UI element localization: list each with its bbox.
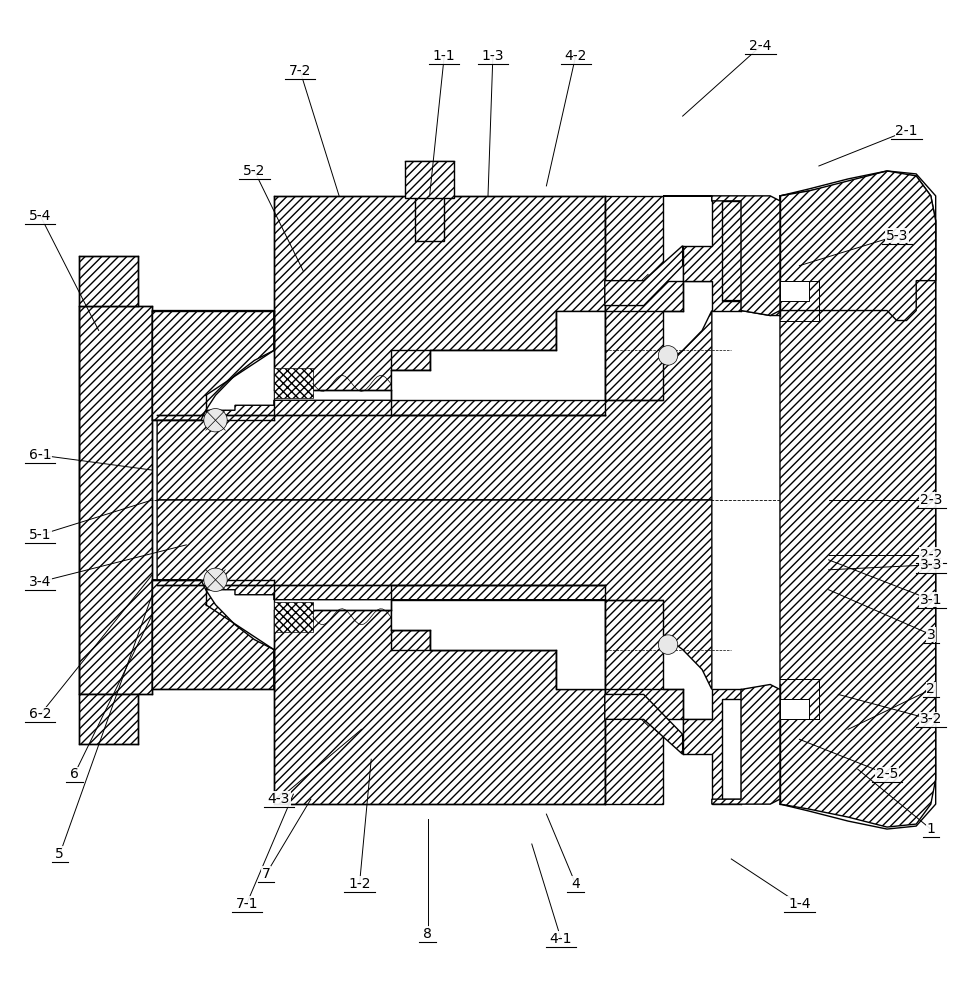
Text: 4-3: 4-3 (267, 792, 290, 806)
Text: 3-2: 3-2 (919, 712, 942, 726)
Polygon shape (390, 600, 605, 689)
Circle shape (659, 346, 677, 365)
Polygon shape (605, 196, 682, 400)
Text: 1-2: 1-2 (348, 877, 371, 891)
Polygon shape (415, 196, 444, 241)
Polygon shape (79, 256, 138, 306)
Text: 2-1: 2-1 (895, 124, 917, 138)
Text: 5-1: 5-1 (29, 528, 52, 542)
Text: 7: 7 (262, 867, 270, 881)
Text: 1: 1 (926, 822, 935, 836)
Text: 6-1: 6-1 (29, 448, 52, 462)
Polygon shape (605, 246, 682, 306)
Text: 5-4: 5-4 (29, 209, 52, 223)
Polygon shape (390, 311, 605, 400)
Text: 4-2: 4-2 (564, 49, 587, 63)
Text: 4-1: 4-1 (549, 932, 572, 946)
Text: 7-2: 7-2 (289, 64, 311, 78)
Polygon shape (405, 161, 454, 198)
Polygon shape (274, 368, 313, 398)
Text: 2-4: 2-4 (750, 39, 772, 53)
Text: 6: 6 (70, 767, 79, 781)
Polygon shape (605, 694, 682, 754)
Text: 5: 5 (56, 847, 64, 861)
Polygon shape (780, 173, 936, 827)
Text: 3-3: 3-3 (919, 558, 942, 572)
Text: 6-2: 6-2 (29, 707, 52, 721)
Polygon shape (780, 281, 809, 301)
Circle shape (204, 568, 227, 591)
Text: 3-1: 3-1 (919, 593, 942, 607)
Polygon shape (712, 196, 780, 316)
Text: 5-2: 5-2 (243, 164, 265, 178)
Polygon shape (712, 684, 780, 804)
Text: 3: 3 (926, 628, 935, 642)
Polygon shape (682, 689, 741, 804)
Text: 1-3: 1-3 (481, 49, 505, 63)
Circle shape (659, 635, 677, 654)
Text: 2-5: 2-5 (875, 767, 898, 781)
Circle shape (204, 409, 227, 432)
Text: 5-3: 5-3 (885, 229, 908, 243)
Text: 2: 2 (926, 682, 935, 696)
Text: 4: 4 (571, 877, 580, 891)
Polygon shape (274, 602, 313, 632)
Text: 2-3: 2-3 (919, 493, 942, 507)
Polygon shape (152, 580, 274, 689)
Polygon shape (79, 694, 138, 744)
Polygon shape (780, 699, 809, 719)
Polygon shape (157, 311, 712, 500)
Polygon shape (157, 500, 712, 689)
Text: 7-1: 7-1 (235, 897, 258, 911)
Polygon shape (79, 306, 152, 694)
Polygon shape (152, 311, 274, 420)
Text: 1-4: 1-4 (789, 897, 811, 911)
Text: 8: 8 (424, 927, 432, 941)
Text: 3-4: 3-4 (29, 575, 52, 589)
Polygon shape (605, 600, 682, 804)
Text: 1-1: 1-1 (433, 49, 456, 63)
Text: 2-2: 2-2 (919, 548, 942, 562)
Polygon shape (274, 610, 605, 804)
Polygon shape (274, 196, 605, 390)
Polygon shape (663, 171, 936, 321)
Polygon shape (682, 196, 741, 311)
